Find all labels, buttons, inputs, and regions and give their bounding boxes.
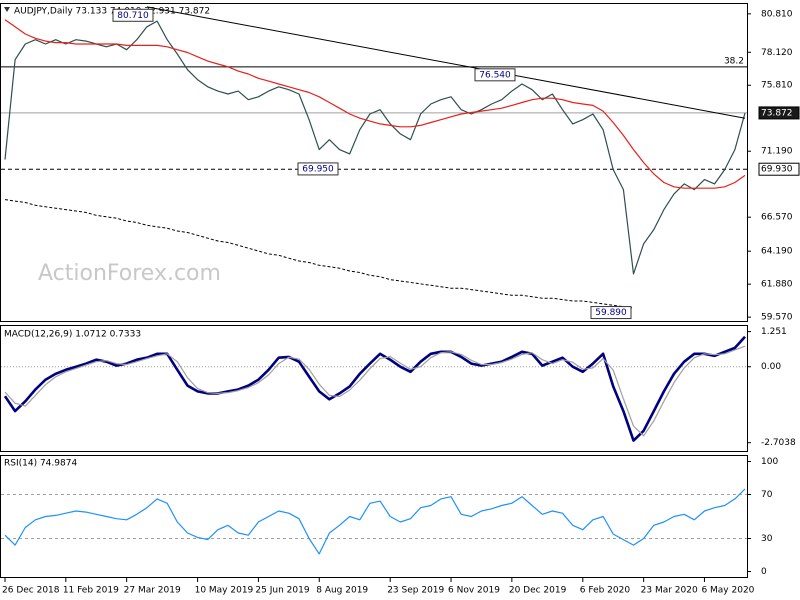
annotation-box [112,8,154,22]
y-tick-label: 61.880 [761,280,793,290]
price-label: 69.930 [761,165,793,175]
fib-label: 38.2 [724,56,744,66]
y-tick-label: 100 [761,457,778,467]
annotation-box [474,68,516,82]
x-tick-label: 6 Feb 2020 [580,586,631,596]
price-label-box [758,162,800,176]
series-line [4,488,746,555]
trendline [146,6,746,119]
series-line [4,19,746,189]
price-panel [0,3,748,322]
x-tick-label: 23 Mar 2020 [641,586,698,596]
watermark: ActionForex.com [38,261,221,286]
y-tick-label: 71.190 [761,147,793,157]
x-tick-label: 20 Dec 2019 [509,586,567,596]
x-tick-label: 10 May 2019 [195,586,254,596]
y-tick-label: -2.7038 [761,438,796,448]
rsi-panel [0,455,748,578]
x-tick-label: 6 May 2020 [701,586,754,596]
annotation-label: 76.540 [479,70,511,80]
x-tick-label: 11 Feb 2019 [63,586,119,596]
x-tick-label: 27 Mar 2019 [124,586,181,596]
series-line [4,199,634,309]
panel-title: MACD(12,26,9) 1.0712 0.7333 [4,330,141,340]
macd-panel [0,325,748,452]
y-tick-label: 0 [761,567,767,577]
annotation-label: 80.710 [117,11,149,21]
x-tick-label: 25 Jun 2019 [255,586,309,596]
series-line [4,345,746,437]
x-tick-label: 6 Nov 2019 [448,586,500,596]
annotation-label: 69.950 [302,164,334,174]
x-tick-label: 23 Sep 2019 [387,586,444,596]
series-line [3,335,746,442]
y-tick-label: 66.570 [761,213,793,223]
panel-title: RSI(14) 74.9874 [4,459,77,469]
annotation-box [590,306,632,320]
symbol-icon [4,7,10,12]
y-tick-label: 0.00 [761,362,781,372]
series-line [4,20,746,275]
price-label-box [758,106,800,120]
y-tick-label: 78.120 [761,48,793,58]
y-tick-label: 80.810 [761,9,793,19]
y-tick-label: 75.810 [761,81,793,91]
y-tick-label: 30 [761,534,773,544]
y-tick-label: 1.251 [761,327,787,337]
y-tick-label: 59.570 [761,313,793,323]
x-tick-label: 8 Aug 2019 [316,586,368,596]
y-tick-label: 64.190 [761,247,793,257]
annotation-label: 59.890 [595,308,627,318]
panel-title: AUDJPY,Daily 73.133 74.010 72.931 73.872 [14,7,210,17]
x-tick-label: 26 Dec 2018 [2,586,60,596]
price-label: 73.872 [761,108,793,118]
y-tick-label: 70 [761,490,773,500]
annotation-box [297,162,339,176]
